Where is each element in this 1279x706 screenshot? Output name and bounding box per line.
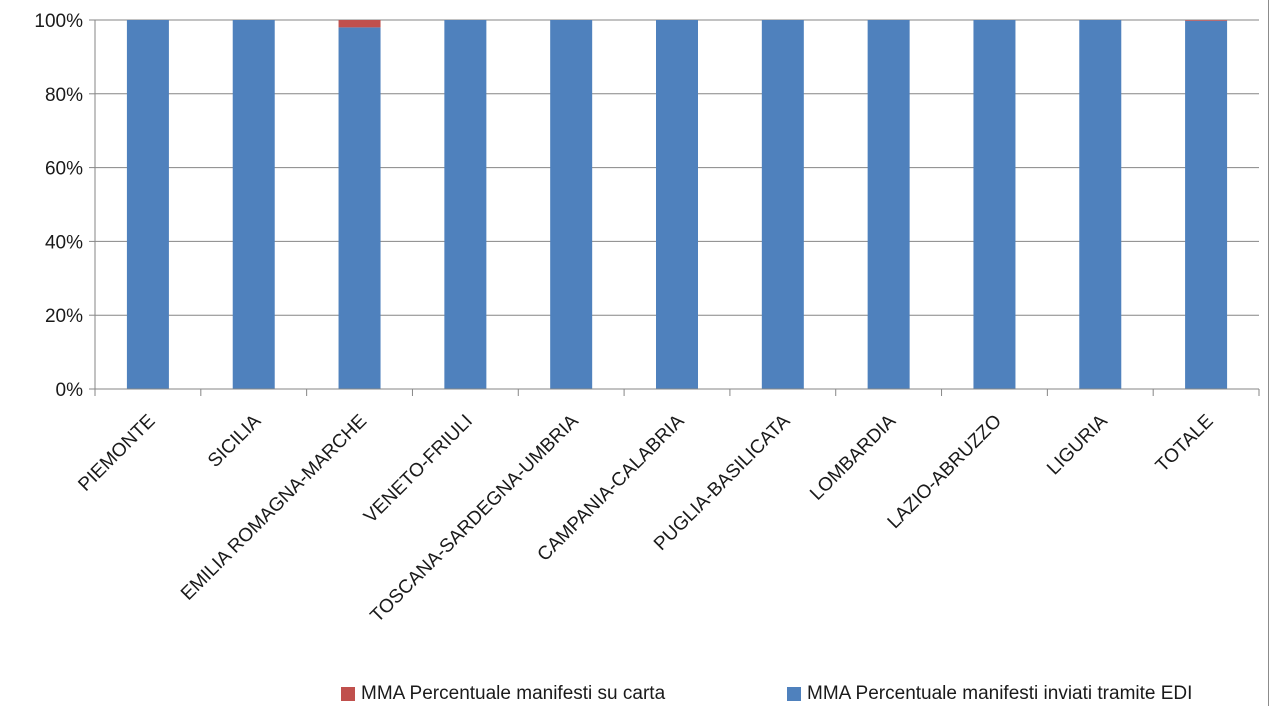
y-tick-labels: 0% 20% 40% 60% 80% 100% bbox=[34, 11, 83, 401]
x-tick-label: SICILIA bbox=[204, 410, 265, 471]
x-tick-label: TOTALE bbox=[1152, 411, 1218, 477]
legend-swatch-edi bbox=[787, 687, 801, 701]
x-tick-label: VENETO-FRIULI bbox=[360, 411, 477, 528]
x-tick-label: EMILIA ROMAGNA-MARCHE bbox=[177, 411, 371, 605]
bar-edi bbox=[232, 20, 275, 389]
bar-edi bbox=[1185, 20, 1228, 389]
x-tick-label: TOSCANA-SARDEGNA-UMBRIA bbox=[367, 410, 583, 626]
bar-edi bbox=[1079, 20, 1122, 389]
y-tick-label: 40% bbox=[45, 232, 83, 253]
y-tick-label: 60% bbox=[45, 159, 83, 180]
bar-edi bbox=[656, 20, 698, 389]
bar-edi bbox=[761, 20, 804, 389]
legend-swatch-carta bbox=[341, 687, 355, 701]
axes bbox=[94, 20, 1260, 396]
y-tick-label: 0% bbox=[56, 380, 84, 401]
y-tick-label: 20% bbox=[45, 306, 83, 327]
y-tick-label: 100% bbox=[34, 11, 83, 32]
bar-carta bbox=[338, 20, 381, 28]
bars bbox=[126, 20, 1228, 389]
bar-edi bbox=[867, 20, 910, 389]
bar-edi bbox=[338, 27, 381, 389]
x-tick-label: PIEMONTE bbox=[74, 411, 159, 496]
legend-label-edi: MMA Percentuale manifesti inviati tramit… bbox=[807, 683, 1193, 704]
bar-carta bbox=[1185, 20, 1228, 21]
x-tick-label: LAZIO-ABRUZZO bbox=[884, 411, 1006, 533]
bar-edi bbox=[550, 20, 593, 389]
bar-edi bbox=[126, 20, 169, 389]
legend-item-edi: MMA Percentuale manifesti inviati tramit… bbox=[787, 683, 1193, 704]
bar-edi bbox=[444, 20, 487, 389]
chart-border-right bbox=[1268, 0, 1269, 706]
legend-item-carta: MMA Percentuale manifesti su carta bbox=[341, 683, 666, 704]
y-tick-label: 80% bbox=[45, 85, 83, 106]
x-tick-label: LOMBARDIA bbox=[806, 410, 900, 504]
legend-label-carta: MMA Percentuale manifesti su carta bbox=[361, 683, 666, 704]
bar-edi bbox=[973, 20, 1016, 389]
x-tick-label: LIGURIA bbox=[1043, 410, 1112, 479]
